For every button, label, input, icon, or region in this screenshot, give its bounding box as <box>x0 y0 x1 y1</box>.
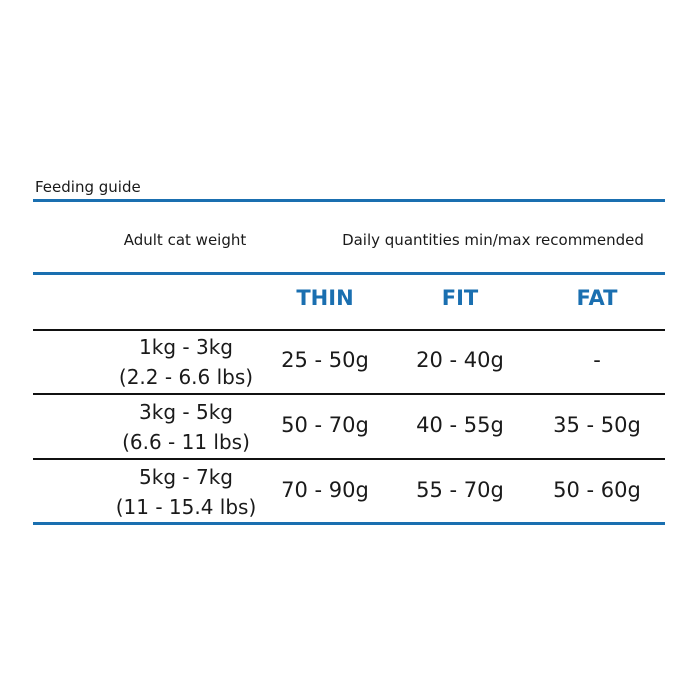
header-cell: Daily quantities min/max recommended <box>342 231 644 249</box>
quantity-cell: 50 - 70g <box>281 413 369 437</box>
quantity-cell: 20 - 40g <box>416 348 504 372</box>
rule <box>33 272 665 275</box>
quantity-cell: 35 - 50g <box>553 413 641 437</box>
rule <box>33 458 665 460</box>
rule <box>33 522 665 525</box>
quantity-cell: - <box>593 348 601 372</box>
quantity-cell: 25 - 50g <box>281 348 369 372</box>
table-title: Feeding guide <box>35 178 141 196</box>
weight-label: (2.2 - 6.6 lbs) <box>118 365 254 389</box>
weight-label: 5kg - 7kg <box>139 465 233 489</box>
rule <box>33 329 665 331</box>
column-header: FAT <box>576 286 618 310</box>
weight-label: 3kg - 5kg <box>139 400 233 424</box>
weight-label: 1kg - 3kg <box>139 335 233 359</box>
column-header: THIN <box>296 286 354 310</box>
quantity-cell: 70 - 90g <box>281 478 369 502</box>
rule <box>33 393 665 395</box>
column-header: FIT <box>441 286 479 310</box>
rule <box>33 199 665 202</box>
quantity-cell: 40 - 55g <box>416 413 504 437</box>
weight-label: (11 - 15.4 lbs) <box>115 495 257 519</box>
quantity-cell: 50 - 60g <box>553 478 641 502</box>
weight-label: (6.6 - 11 lbs) <box>122 430 250 454</box>
quantity-cell: 55 - 70g <box>416 478 504 502</box>
header-cell: Adult cat weight <box>123 231 247 249</box>
